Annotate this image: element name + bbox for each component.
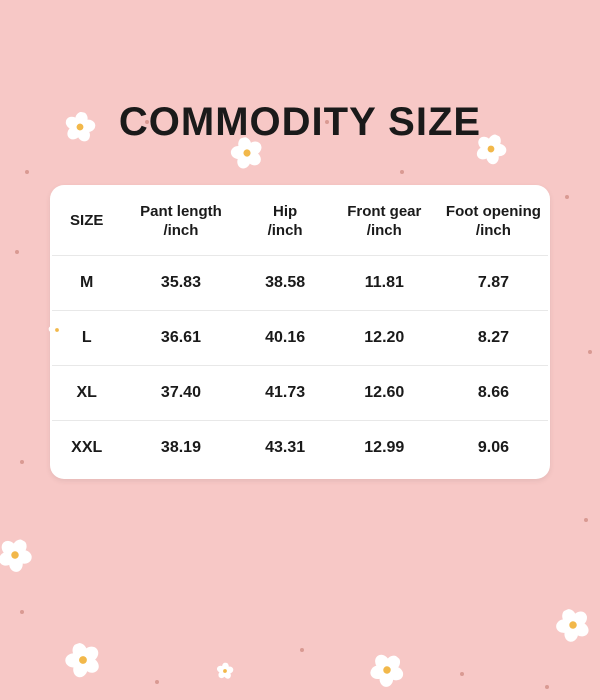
bg-dot [584, 518, 588, 522]
bg-dot [15, 250, 19, 254]
col-header: Front gear/inch [330, 193, 439, 255]
bg-dot [300, 648, 304, 652]
bg-dot [20, 460, 24, 464]
bg-dot [155, 680, 159, 684]
value-cell: 9.06 [439, 420, 548, 475]
value-cell: 40.16 [240, 310, 329, 365]
size-table-card: SIZEPant length/inchHip/inchFront gear/i… [50, 185, 550, 479]
table-row: M35.8338.5811.817.87 [52, 255, 548, 310]
bg-dot [588, 350, 592, 354]
size-cell: L [52, 310, 121, 365]
flower-icon [0, 532, 38, 577]
bg-dot [545, 685, 549, 689]
bg-dot [325, 120, 329, 124]
bg-dot [565, 195, 569, 199]
value-cell: 35.83 [121, 255, 240, 310]
table-row: XL37.4041.7312.608.66 [52, 365, 548, 420]
value-cell: 37.40 [121, 365, 240, 420]
value-cell: 12.20 [330, 310, 439, 365]
size-cell: M [52, 255, 121, 310]
col-size: SIZE [52, 193, 121, 255]
value-cell: 12.99 [330, 420, 439, 475]
value-cell: 38.58 [240, 255, 329, 310]
value-cell: 8.27 [439, 310, 548, 365]
value-cell: 38.19 [121, 420, 240, 475]
value-cell: 43.31 [240, 420, 329, 475]
bg-dot [25, 170, 29, 174]
flower-icon [551, 603, 595, 647]
table-row: L36.6140.1612.208.27 [52, 310, 548, 365]
value-cell: 8.66 [439, 365, 548, 420]
bg-dot [20, 610, 24, 614]
size-table: SIZEPant length/inchHip/inchFront gear/i… [52, 193, 548, 475]
page-title: COMMODITY SIZE [0, 100, 600, 145]
value-cell: 12.60 [330, 365, 439, 420]
flower-icon [216, 662, 234, 680]
size-cell: XL [52, 365, 121, 420]
value-cell: 11.81 [330, 255, 439, 310]
flower-icon [364, 647, 410, 693]
value-cell: 7.87 [439, 255, 548, 310]
flower-icon [61, 638, 105, 682]
col-header: Pant length/inch [121, 193, 240, 255]
value-cell: 41.73 [240, 365, 329, 420]
col-header: Foot opening/inch [439, 193, 548, 255]
size-cell: XXL [52, 420, 121, 475]
bg-dot [400, 170, 404, 174]
value-cell: 36.61 [121, 310, 240, 365]
bg-dot [145, 120, 149, 124]
col-header: Hip/inch [240, 193, 329, 255]
bg-dot [460, 672, 464, 676]
table-row: XXL38.1943.3112.999.06 [52, 420, 548, 475]
